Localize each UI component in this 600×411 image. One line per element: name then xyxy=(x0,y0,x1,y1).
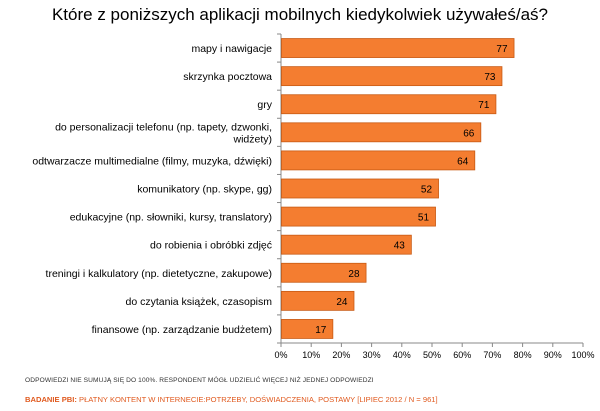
data-label: 73 xyxy=(484,72,496,83)
category-label: do robienia i obróbki zdjęć xyxy=(150,240,272,252)
category-label: komunikatory (np. skype, gg) xyxy=(137,184,272,196)
x-tick-label: 90% xyxy=(544,350,562,360)
data-label: 52 xyxy=(421,185,433,196)
category-label: finansowe (np. zarządzanie budżetem) xyxy=(92,324,272,336)
x-tick-label: 80% xyxy=(514,350,532,360)
bar xyxy=(281,290,355,311)
data-label: 71 xyxy=(478,100,490,111)
category-label: skrzynka pocztowa xyxy=(183,71,272,83)
chart-title: Które z poniższych aplikacji mobilnych k… xyxy=(51,5,549,24)
source-line: BADANIE PBI: PŁATNY KONTENT W INTERNECIE… xyxy=(25,395,438,404)
bar xyxy=(281,178,439,199)
bar xyxy=(281,122,482,143)
bar xyxy=(281,234,412,255)
data-label: 17 xyxy=(315,325,327,336)
x-tick-label: 50% xyxy=(423,350,441,360)
category-label: treningi i kalkulatory (np. dietetyczne,… xyxy=(46,268,272,280)
source-label: BADANIE PBI: xyxy=(25,395,77,404)
x-tick-label: 70% xyxy=(483,350,501,360)
x-tick-label: 40% xyxy=(393,350,411,360)
bar xyxy=(281,38,515,58)
bar xyxy=(281,319,334,339)
bar xyxy=(281,94,497,115)
category-label: mapy i nawigacje xyxy=(191,43,272,55)
bar xyxy=(281,262,367,283)
category-label: edukacyjne (np. słowniki, kursy, transla… xyxy=(70,212,272,224)
x-tick-label: 30% xyxy=(363,350,381,360)
x-tick-label: 10% xyxy=(302,350,320,360)
data-label: 28 xyxy=(348,269,360,280)
data-label: 24 xyxy=(336,297,348,308)
data-label: 43 xyxy=(394,241,406,252)
bar xyxy=(281,66,503,87)
category-label: do personalizacji telefonu (np. tapety, … xyxy=(55,121,272,133)
category-label: do czytania książek, czasopism xyxy=(126,296,273,308)
category-label: widżety) xyxy=(232,133,272,145)
x-tick-label: 100% xyxy=(571,350,594,360)
category-label: gry xyxy=(257,99,272,111)
data-label: 77 xyxy=(496,44,508,55)
data-label: 51 xyxy=(418,213,430,224)
footnote: ODPOWIEDZI NIE SUMUJĄ SIĘ DO 100%. RESPO… xyxy=(25,377,374,384)
x-tick-label: 0% xyxy=(274,350,287,360)
data-label: 64 xyxy=(457,156,469,167)
source-text: PŁATNY KONTENT W INTERNECIE:POTRZEBY, DO… xyxy=(76,395,438,404)
category-label: odtwarzacze multimedialne (filmy, muzyka… xyxy=(32,155,272,167)
bar xyxy=(281,150,476,171)
x-tick-label: 20% xyxy=(332,350,350,360)
data-label: 66 xyxy=(463,128,475,139)
x-tick-label: 60% xyxy=(453,350,471,360)
bar xyxy=(281,206,436,227)
